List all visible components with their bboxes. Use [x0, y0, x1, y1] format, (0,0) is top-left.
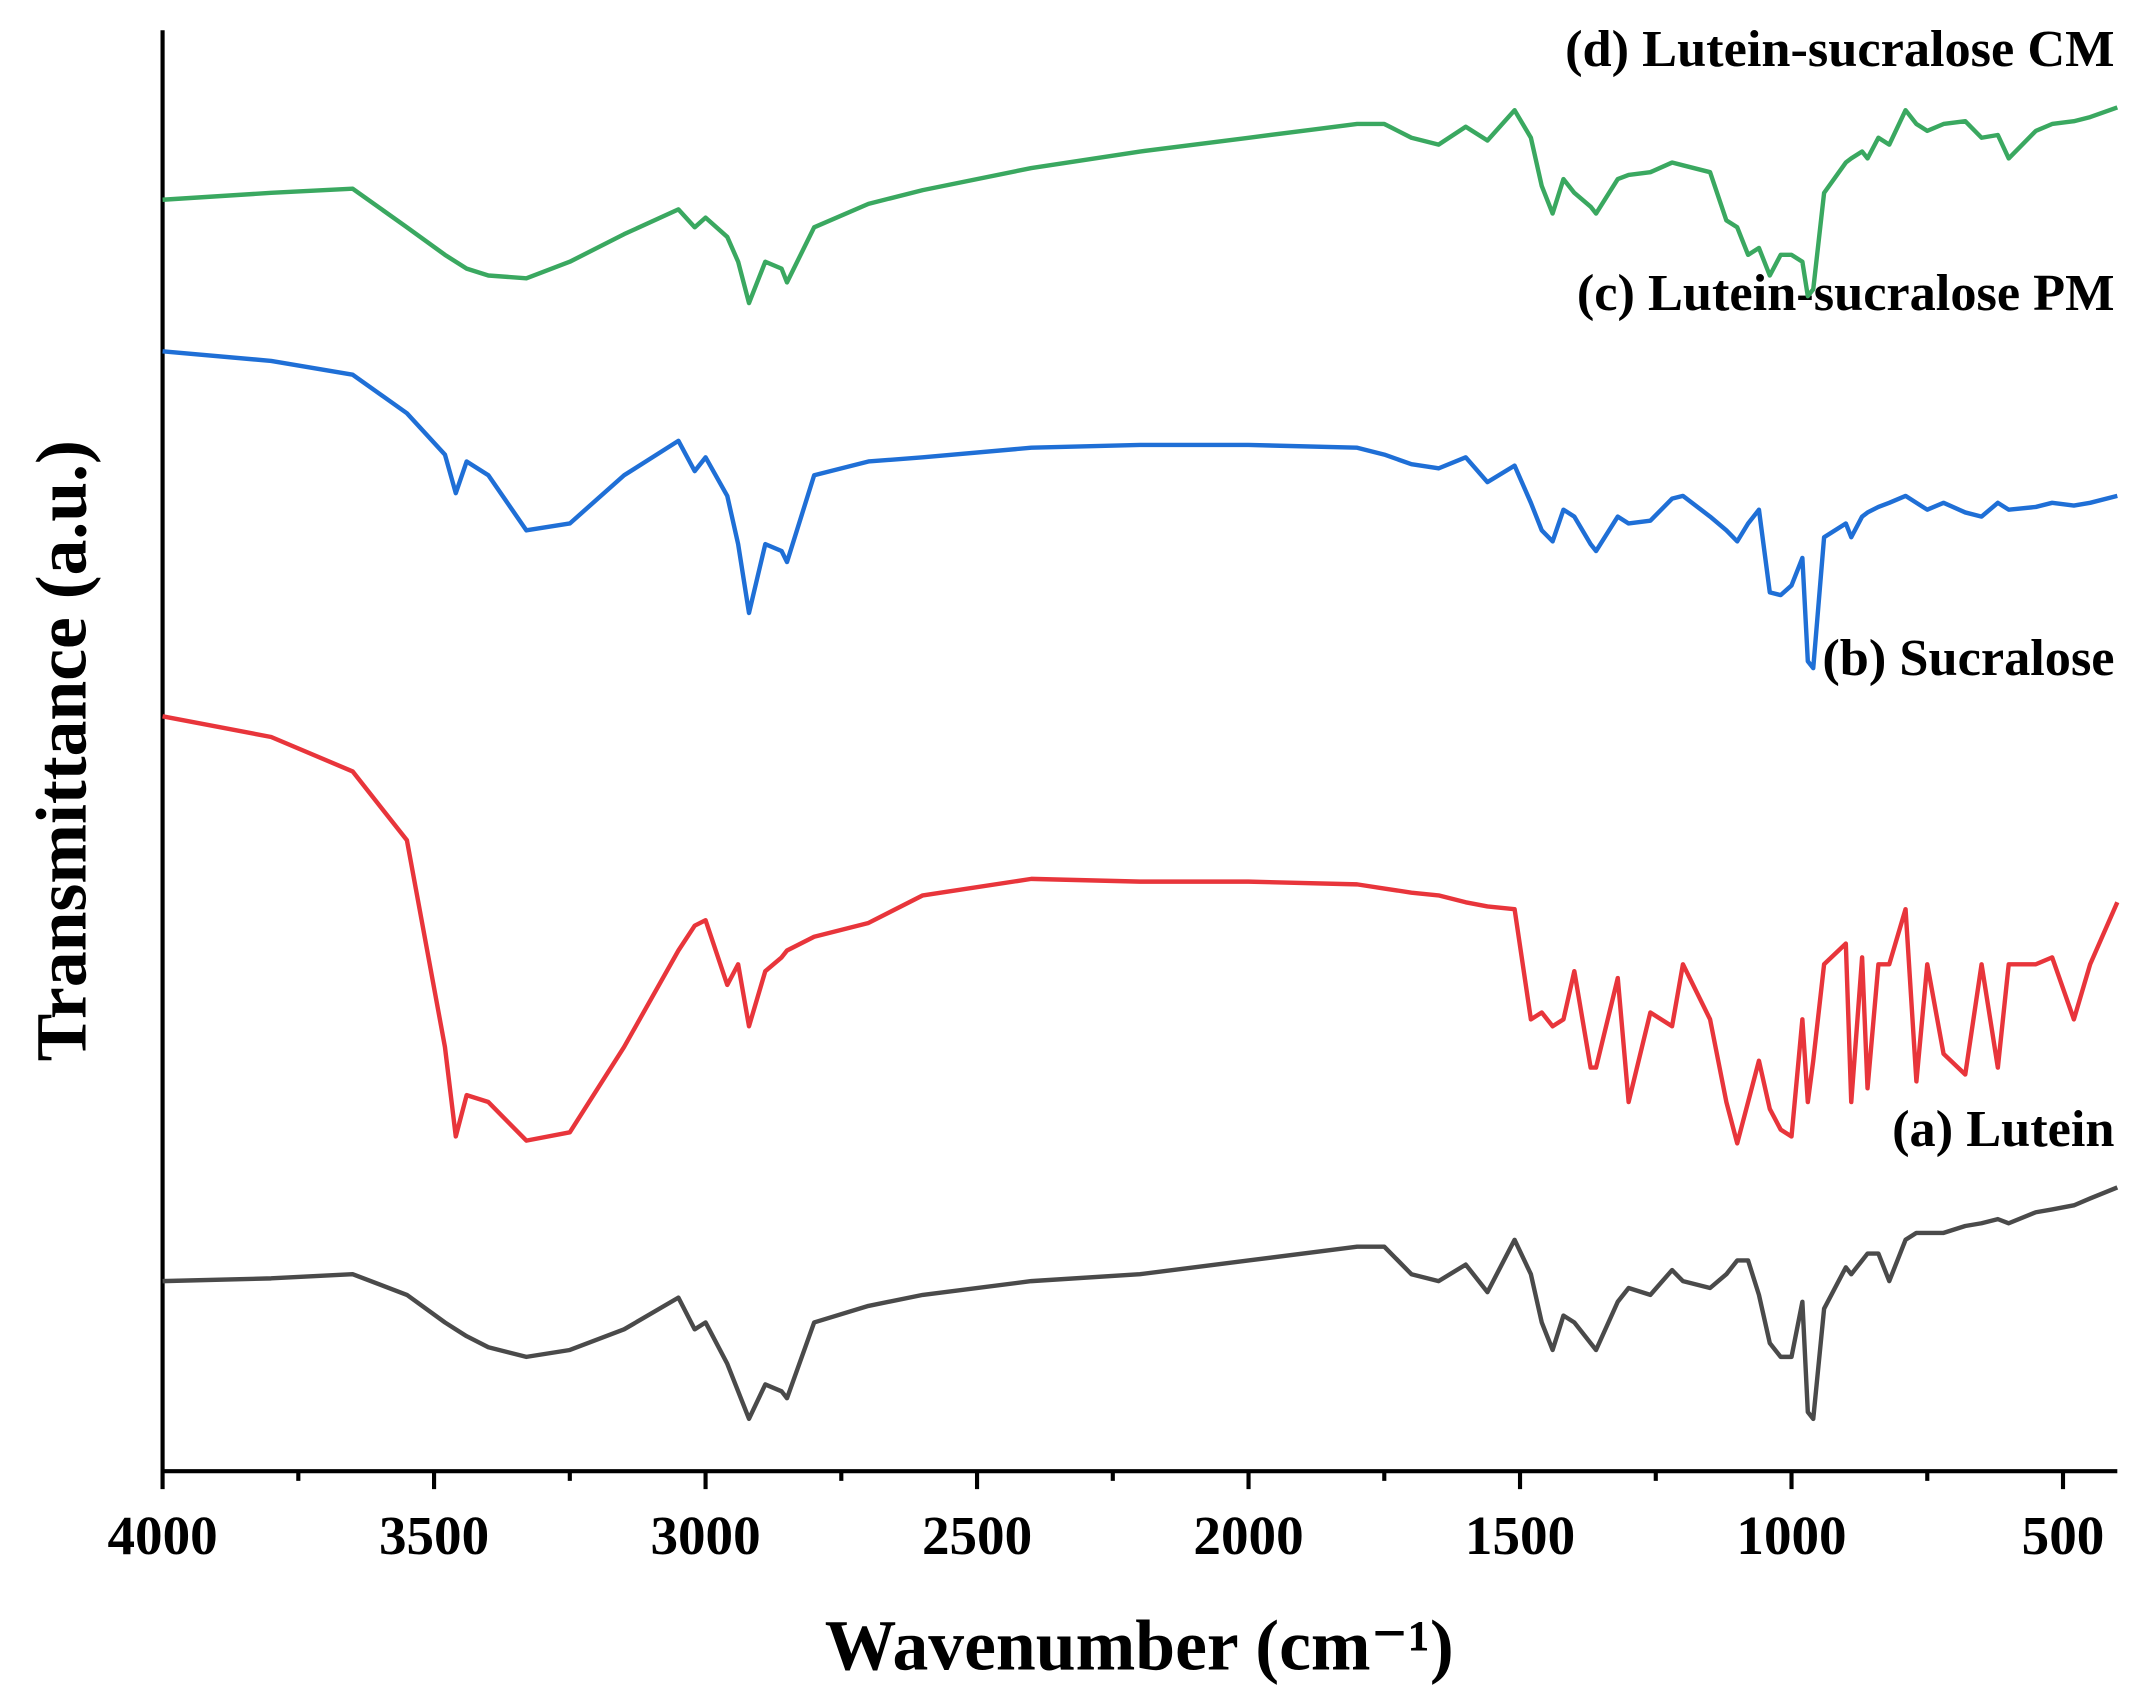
x-tick-label: 500: [2022, 1505, 2105, 1566]
series-label: (a) Lutein: [1892, 1100, 2114, 1158]
spectrum-line: [162, 105, 2119, 306]
y-axis-title: Transmittance (a.u.): [22, 440, 101, 1061]
x-tick-label: 3500: [379, 1505, 489, 1566]
spectrum-line: [162, 349, 2118, 671]
spectrum-line: [162, 1185, 2119, 1422]
spectrum-line: [162, 714, 2120, 1146]
x-tick-label: 1000: [1736, 1505, 1846, 1566]
x-tick-label: 1500: [1465, 1505, 1575, 1566]
x-tick-label: 4000: [107, 1505, 217, 1566]
x-tick-label: 2500: [922, 1505, 1032, 1566]
x-tick-label: 2000: [1193, 1505, 1303, 1566]
series-label: (c) Lutein-sucralose PM: [1577, 264, 2115, 322]
x-tick-label: 3000: [650, 1505, 760, 1566]
x-axis-title: Wavenumber (cm⁻¹): [825, 1607, 1454, 1686]
series-label: (b) Sucralose: [1822, 629, 2114, 687]
series-label: (d) Lutein-sucralose CM: [1565, 20, 2114, 78]
